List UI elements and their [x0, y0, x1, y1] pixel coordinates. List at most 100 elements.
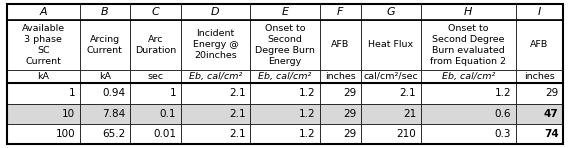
Bar [421, 70, 516, 83]
Text: AFB: AFB [331, 40, 349, 49]
Bar [7, 20, 80, 70]
Bar [7, 4, 80, 20]
Text: E: E [282, 7, 288, 17]
Bar [361, 20, 421, 70]
Text: 0.3: 0.3 [495, 129, 511, 139]
Bar [80, 20, 130, 70]
Text: Arc
Duration: Arc Duration [135, 35, 176, 55]
Text: 1.2: 1.2 [299, 129, 315, 139]
Text: 47: 47 [544, 109, 559, 119]
Text: Available
3 phase
SC
Current: Available 3 phase SC Current [22, 24, 65, 66]
Bar [516, 104, 563, 124]
Text: 2.1: 2.1 [229, 109, 246, 119]
Text: AFB: AFB [530, 40, 548, 49]
Text: 100: 100 [55, 129, 75, 139]
Bar [361, 104, 421, 124]
Text: Onset to
Second Degree
Burn evaluated
from Equation 2: Onset to Second Degree Burn evaluated fr… [430, 24, 506, 66]
Bar [320, 4, 361, 20]
Text: B: B [101, 7, 109, 17]
Bar [516, 4, 563, 20]
Bar [7, 70, 80, 83]
Text: 1: 1 [169, 88, 176, 98]
Text: 0.1: 0.1 [160, 109, 176, 119]
Text: 7.84: 7.84 [102, 109, 125, 119]
Text: A: A [39, 7, 47, 17]
Bar [516, 124, 563, 144]
Text: Arcing
Current: Arcing Current [87, 35, 123, 55]
Text: 0.94: 0.94 [103, 88, 125, 98]
Bar [130, 70, 181, 83]
Text: Incident
Energy @
20inches: Incident Energy @ 20inches [193, 29, 238, 60]
Text: 29: 29 [343, 109, 356, 119]
Text: F: F [337, 7, 344, 17]
Bar [181, 104, 250, 124]
Text: kA: kA [37, 72, 49, 81]
Bar [421, 104, 516, 124]
Bar [181, 4, 250, 20]
Text: cal/cm²/sec: cal/cm²/sec [364, 72, 418, 81]
Bar [320, 124, 361, 144]
Bar [320, 104, 361, 124]
Bar [7, 83, 80, 104]
Bar [421, 20, 516, 70]
Text: 29: 29 [545, 88, 559, 98]
Text: 0.6: 0.6 [495, 109, 511, 119]
Bar [80, 104, 130, 124]
Bar [320, 20, 361, 70]
Text: 210: 210 [397, 129, 416, 139]
Bar [7, 124, 80, 144]
Text: Eb, cal/cm²: Eb, cal/cm² [258, 72, 312, 81]
Text: 0.01: 0.01 [153, 129, 176, 139]
Text: Heat Flux: Heat Flux [368, 40, 413, 49]
Text: 65.2: 65.2 [102, 129, 125, 139]
Bar [80, 124, 130, 144]
Bar [80, 83, 130, 104]
Text: inches: inches [325, 72, 356, 81]
Text: inches: inches [524, 72, 555, 81]
Bar [516, 70, 563, 83]
Bar [516, 20, 563, 70]
Bar [361, 83, 421, 104]
Bar [250, 70, 320, 83]
Text: kA: kA [99, 72, 111, 81]
Text: 2.1: 2.1 [229, 88, 246, 98]
Text: 2.1: 2.1 [229, 129, 246, 139]
Bar [130, 104, 181, 124]
Bar [250, 124, 320, 144]
Bar [250, 4, 320, 20]
Text: 21: 21 [403, 109, 416, 119]
Bar [361, 4, 421, 20]
Bar [421, 83, 516, 104]
Bar [421, 4, 516, 20]
Bar [320, 83, 361, 104]
Bar [7, 104, 80, 124]
Bar [361, 70, 421, 83]
Text: 1.2: 1.2 [299, 88, 315, 98]
Bar [80, 4, 130, 20]
Text: G: G [386, 7, 395, 17]
Text: 10: 10 [62, 109, 75, 119]
Bar [181, 124, 250, 144]
Bar [361, 124, 421, 144]
Text: 29: 29 [343, 88, 356, 98]
Text: 2.1: 2.1 [400, 88, 416, 98]
Bar [250, 20, 320, 70]
Text: Eb, cal/cm²: Eb, cal/cm² [189, 72, 242, 81]
Bar [320, 70, 361, 83]
Bar [250, 104, 320, 124]
Text: I: I [538, 7, 541, 17]
Bar [181, 70, 250, 83]
Text: 1.2: 1.2 [495, 88, 511, 98]
Text: Eb, cal/cm²: Eb, cal/cm² [442, 72, 495, 81]
Bar [250, 83, 320, 104]
Text: 1.2: 1.2 [299, 109, 315, 119]
Text: 29: 29 [343, 129, 356, 139]
Text: sec: sec [147, 72, 164, 81]
Text: H: H [464, 7, 473, 17]
Bar [516, 83, 563, 104]
Bar [421, 124, 516, 144]
Bar [130, 4, 181, 20]
Text: 74: 74 [544, 129, 559, 139]
Text: 1: 1 [68, 88, 75, 98]
Bar [80, 70, 130, 83]
